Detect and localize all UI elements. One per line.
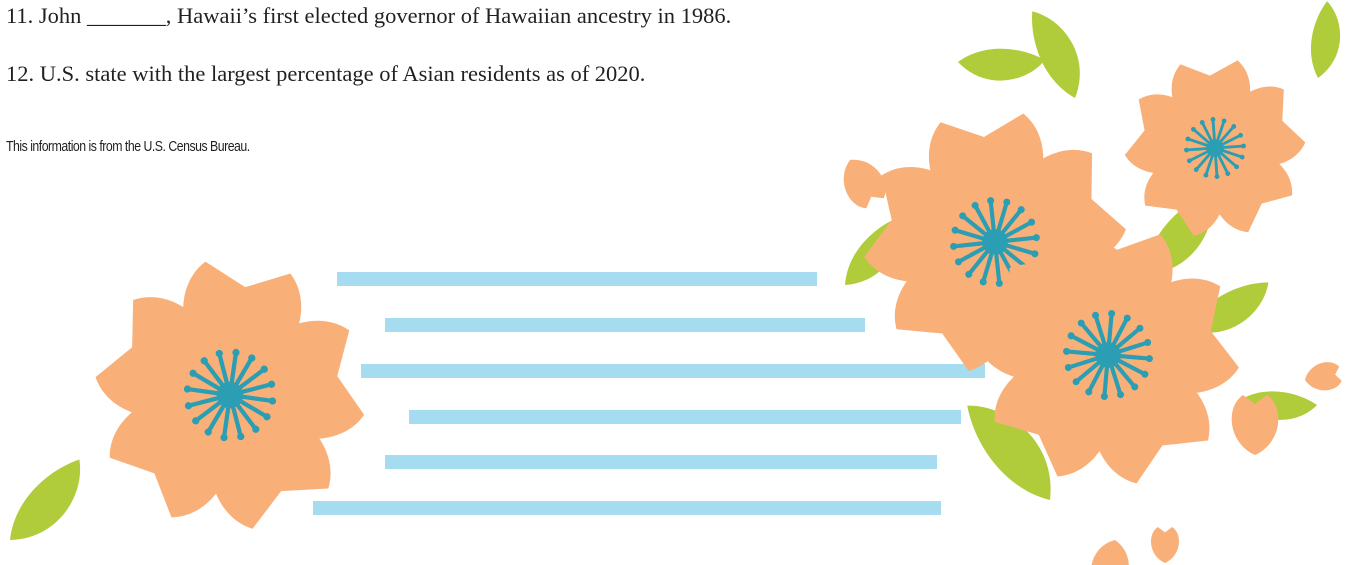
clue: 11. John _______, Hawaii’s first elected… bbox=[6, 1, 906, 30]
answer-lines bbox=[313, 272, 985, 515]
clue: 12. U.S. state with the largest percenta… bbox=[6, 59, 766, 88]
page: 11. John _______, Hawaii’s first elected… bbox=[0, 0, 1368, 565]
source-note: This information is from the U.S. Census… bbox=[6, 138, 250, 155]
flowers bbox=[71, 56, 1315, 552]
